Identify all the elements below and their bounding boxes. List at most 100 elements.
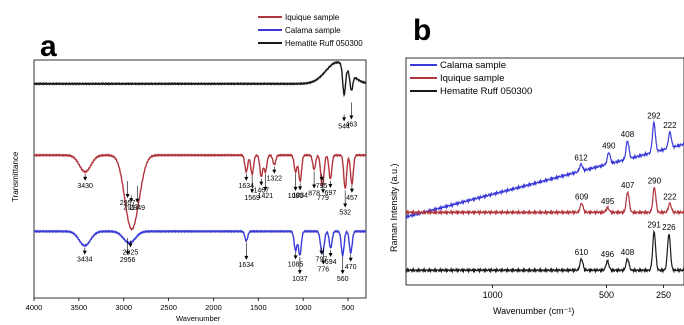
panel-b-x-tick-label: 1000: [483, 290, 503, 300]
panel-a-annotation-arrowhead: [244, 176, 249, 181]
legend-b-label-calama: Calama sample: [440, 60, 506, 71]
panel-a-annotation-arrowhead: [272, 169, 277, 174]
panel-a-annotation-label: 1569: [244, 195, 260, 202]
legend-b-label-hematite: Hematite Ruff 050300: [440, 86, 532, 97]
panel-a-annotation-arrowhead: [349, 188, 354, 193]
panel-a-annotation-label: 878: [308, 190, 320, 197]
panel-a-curve-hematite-ruff-050300: [33, 60, 367, 98]
panel-a-annotation-label: 544: [338, 123, 350, 130]
panel-a-annotation-label: 2925: [123, 250, 139, 257]
panel-b-curves: [405, 120, 684, 274]
panel-a-y-axis-label: Transmittance: [11, 151, 20, 202]
panel-b-peak-label: 291: [647, 221, 661, 230]
legend-a-label-calama: Calama sample: [285, 26, 341, 35]
panel-a-annotation-arrowhead: [293, 255, 298, 260]
panel-a-x-ticks: 4000 3500 3000 2500 2000 1500 1000 500: [26, 298, 355, 312]
panel-a-annotation-label: 1034: [292, 192, 308, 199]
panel-b-curve-calama-sample: [405, 120, 684, 220]
panel-a-plot-frame: [33, 59, 367, 299]
panel-b-peak-label: 222: [663, 121, 677, 130]
panel-b-x-tick-label: 500: [599, 290, 614, 300]
panel-a-legend: Iquique sample Calama sample Hematite Ru…: [258, 13, 363, 48]
panel-a-annotation-label: 779: [317, 195, 329, 202]
panel-a-annotation-arrowhead: [244, 255, 249, 260]
panel-a-x-tick-label: 2000: [205, 303, 222, 312]
panel-b: b Calama sample Iquique sample Hematite …: [389, 14, 684, 316]
panel-a-annotation-label: 797: [316, 257, 328, 264]
panel-a-annotation-label: 532: [339, 210, 351, 217]
panel-a-annotation-arrowhead: [250, 189, 255, 194]
panel-a-x-tick-label: 3000: [115, 303, 132, 312]
panel-a-annotation-arrowhead: [321, 260, 326, 265]
panel-b-peak-label: 496: [601, 250, 615, 259]
panel-a-curves: [33, 60, 367, 259]
panel-b-peak-label: 408: [621, 248, 635, 257]
panel-a-annotation-label: 697: [325, 190, 337, 197]
panel-a-annotation-label: 1421: [258, 193, 274, 200]
panel-b-peak-label: 222: [663, 192, 677, 201]
panel-a-annotation-label: 1634: [239, 262, 255, 269]
legend-a-label-hematite: Hematite Ruff 050300: [285, 39, 363, 48]
panel-b-peak-label: 408: [621, 130, 635, 139]
panel-a-annotation-arrowhead: [348, 257, 353, 262]
panel-a-annotation-arrowhead: [312, 184, 317, 189]
panel-a-annotation-arrowhead: [259, 181, 264, 186]
panel-b-x-tick-label: 250: [656, 290, 671, 300]
panel-a-annotation-arrowhead: [293, 186, 298, 191]
legend-b-label-iquique: Iquique sample: [440, 73, 504, 84]
panel-a-annotation-arrowhead: [125, 194, 130, 198]
panel-a-annotation-label: 560: [337, 276, 349, 283]
panel-a-annotation-label: 463: [346, 121, 358, 128]
panel-a-x-tick-label: 500: [342, 303, 355, 312]
panel-a-annotation-arrowhead: [328, 253, 333, 258]
panel-a-annotation-arrowhead: [319, 250, 324, 255]
panel-a-annotation-arrowhead: [125, 251, 130, 256]
panel-a-annotation-label: 2917: [123, 204, 139, 211]
panel-a-annotation-arrowhead: [128, 243, 133, 248]
panel-a-annotation-label: 457: [346, 195, 358, 202]
panel-b-x-ticks: 1000 500 250: [483, 285, 671, 300]
panel-b-peak-label: 490: [602, 142, 616, 151]
panel-a-annotation-arrowhead: [129, 198, 134, 203]
panel-a-annotation-label: 1085: [288, 193, 304, 200]
panel-a-annotation-arrowhead: [263, 186, 268, 191]
panel-b-curve-iquique-sample: [405, 186, 684, 217]
panel-b-plot-frame: [405, 57, 684, 286]
panel-a-annotation-arrowhead: [342, 117, 347, 122]
panel-a-annotation-label: 795: [316, 183, 328, 190]
panel-a-annotation-label: 2849: [129, 205, 145, 212]
panel-a-annotation-label: 1634: [239, 183, 255, 190]
panel-b-peak-label: 407: [621, 181, 635, 190]
panel-b-x-axis-label: Wavenumber (cm⁻¹): [493, 306, 574, 316]
panel-a-annotation-arrowhead: [319, 176, 324, 181]
panel-b-y-axis-label: Raman Intensity (a.u.): [389, 163, 399, 252]
panel-a-annotation-arrowhead: [349, 115, 354, 120]
panel-a: a Iquique sample Calama sample Hematite …: [11, 13, 367, 323]
panel-b-peak-label: 290: [648, 176, 662, 185]
panel-a-annotation-label: 1037: [292, 276, 308, 283]
panel-b-peak-label: 612: [574, 153, 588, 162]
panel-a-annotation-arrowhead: [340, 270, 345, 275]
panel-a-annotation-arrowhead: [297, 270, 302, 275]
panel-a-curve-calama-sample: [33, 229, 367, 259]
panel-b-peak-label: 609: [575, 192, 589, 201]
panel-a-annotation-label: 1085: [288, 261, 304, 268]
panel-a-annotation-label: 1467: [253, 188, 269, 195]
panel-a-curve-iquique-sample: [33, 153, 367, 232]
panel-a-annotation-label: 776: [317, 267, 329, 274]
panel-a-x-tick-label: 4000: [26, 303, 43, 312]
panel-a-annotation-arrowhead: [298, 186, 303, 191]
panel-b-curve-hematite-ruff-050300: [405, 230, 684, 274]
panel-a-x-tick-label: 3500: [71, 303, 88, 312]
panel-b-legend: Calama sample Iquique sample Hematite Ru…: [410, 60, 532, 97]
panel-b-peak-label: 610: [575, 248, 589, 257]
panel-b-letter: b: [413, 14, 431, 47]
panel-a-annotation-arrowhead: [83, 176, 88, 181]
panel-a-annotation-label: 1322: [267, 176, 283, 183]
panel-b-peak-label: 495: [601, 197, 615, 206]
panel-a-annotation-label: 2957: [120, 200, 136, 207]
panel-a-annotation-arrowhead: [343, 203, 348, 208]
